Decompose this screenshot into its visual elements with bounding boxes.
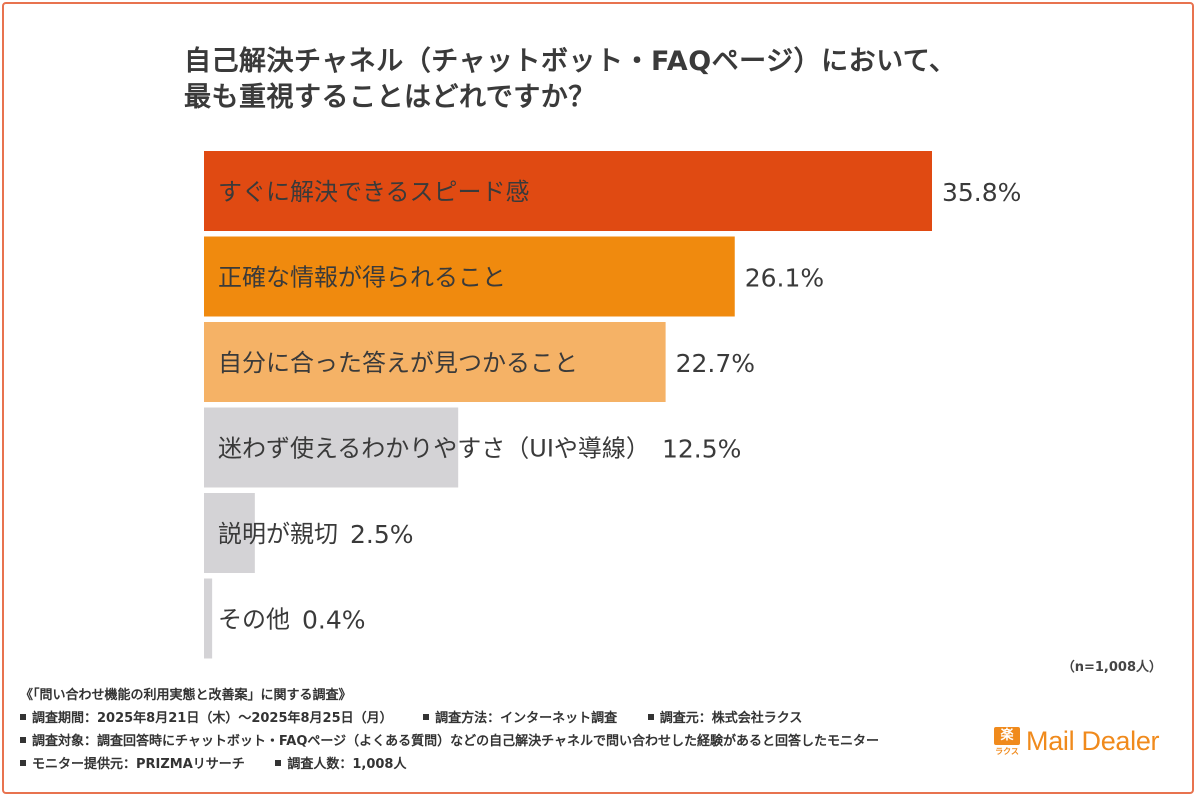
respondent-count: 調査人数：1,008人 bbox=[275, 757, 406, 772]
footer-row-3: モニター提供元：PRIZMAリサーチ 調査人数：1,008人 bbox=[20, 753, 905, 776]
bar-label-1: 正確な情報が得られること bbox=[218, 264, 506, 292]
chart-title: 自己解決チャネル（チャットボット・FAQページ）において、 最も重視することはど… bbox=[184, 44, 956, 116]
bar-value-5: 0.4% bbox=[302, 606, 366, 635]
footer-row-2: 調査対象：調査回答時にチャットボット・FAQページ（よくある質問）などの自己解決… bbox=[20, 730, 905, 753]
survey-period: 調査期間：2025年8月21日（木）〜2025年8月25日（月） bbox=[20, 711, 393, 726]
survey-source: 調査元：株式会社ラクス bbox=[648, 711, 803, 726]
bar-label-2: 自分に合った答えが見つかること bbox=[218, 349, 578, 377]
bar-4 bbox=[204, 493, 255, 573]
survey-name: 《「問い合わせ機能の利用実態と改善案」に関する調査》 bbox=[20, 688, 352, 703]
logo-mark-top: 楽 bbox=[994, 726, 1020, 745]
bar-value-1: 26.1% bbox=[745, 264, 824, 293]
survey-method: 調査方法：インターネット調査 bbox=[423, 711, 617, 726]
bar-5 bbox=[204, 578, 213, 659]
logo-mark-bottom: ラクス bbox=[995, 746, 1019, 756]
bar-value-2: 22.7% bbox=[676, 349, 755, 378]
chart-title-line-1: 自己解決チャネル（チャットボット・FAQページ）において、 bbox=[184, 46, 957, 77]
bar-label-4: 説明が親切 bbox=[218, 520, 338, 548]
survey-target: 調査対象：調査回答時にチャットボット・FAQページ（よくある質問）などの自己解決… bbox=[20, 734, 879, 749]
chart-title-line-2: 最も重視することはどれですか？ bbox=[184, 82, 596, 113]
sample-size-note: （n=1,008人） bbox=[1061, 660, 1162, 675]
mail-dealer-logo: 楽 ラクス Mail Dealer bbox=[994, 726, 1160, 757]
bar-3 bbox=[204, 407, 459, 488]
bar-chart: すぐに解決できるスピード感 35.8% 正確な情報が得られること 26.1% 自分に合っ… bbox=[204, 151, 1021, 659]
bar-0 bbox=[204, 151, 932, 231]
survey-footer: 《「問い合わせ機能の利用実態と改善案」に関する調査》 調査期間：2025年8月2… bbox=[20, 684, 905, 776]
bar-1 bbox=[204, 236, 735, 317]
monitor-provider: モニター提供元：PRIZMAリサーチ bbox=[20, 757, 245, 772]
bar-value-0: 35.8% bbox=[942, 178, 1021, 207]
rakus-logo-icon: 楽 ラクス bbox=[994, 726, 1020, 757]
logo-text: Mail Dealer bbox=[1026, 726, 1160, 756]
bar-label-3: 迷わず使えるわかりやすさ（UIや導線） bbox=[218, 435, 650, 463]
bar-label-5: その他 bbox=[218, 606, 290, 634]
bar-value-3: 12.5% bbox=[662, 435, 741, 464]
bar-value-4: 2.5% bbox=[350, 520, 414, 549]
bar-2 bbox=[204, 322, 666, 402]
bar-label-0: すぐに解決できるスピード感 bbox=[218, 178, 530, 206]
footer-row-1: 調査期間：2025年8月21日（木）〜2025年8月25日（月） 調査方法：イン… bbox=[20, 707, 905, 730]
